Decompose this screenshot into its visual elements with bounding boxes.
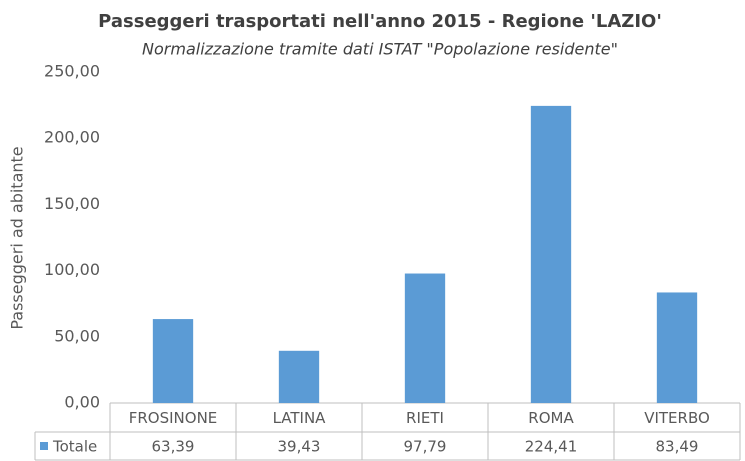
legend-label: Totale	[52, 438, 97, 456]
bar	[530, 105, 572, 403]
bar	[656, 292, 698, 403]
x-tick-label: LATINA	[273, 409, 327, 427]
bar	[278, 350, 320, 403]
table-value: 83,49	[656, 438, 699, 456]
y-tick-label: 150,00	[44, 194, 100, 213]
x-tick-label: RIETI	[406, 409, 444, 427]
bar	[152, 319, 194, 403]
y-tick-label: 200,00	[44, 128, 100, 147]
y-tick-label: 0,00	[64, 393, 100, 412]
y-tick-label: 100,00	[44, 260, 100, 279]
x-tick-label: VITERBO	[644, 409, 710, 427]
y-tick-label: 250,00	[44, 62, 100, 81]
chart-title: Passeggeri trasportati nell'anno 2015 - …	[98, 11, 662, 32]
y-axis-label: Passeggeri ad abitante	[8, 146, 27, 329]
table-value: 97,79	[404, 438, 447, 456]
legend-key	[40, 442, 48, 450]
table-value: 63,39	[152, 438, 195, 456]
x-tick-label: FROSINONE	[129, 409, 218, 427]
y-tick-label: 50,00	[54, 326, 100, 345]
chart-subtitle: Normalizzazione tramite dati ISTAT "Popo…	[142, 40, 618, 59]
x-tick-label: ROMA	[528, 409, 574, 427]
bar	[404, 273, 446, 403]
table-value: 224,41	[525, 438, 578, 456]
table-value: 39,43	[278, 438, 321, 456]
